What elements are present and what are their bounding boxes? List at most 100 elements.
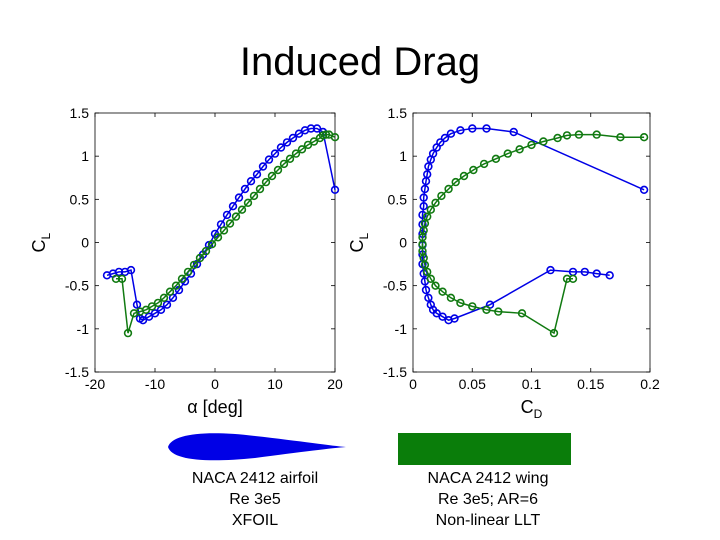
data-point-wing <box>568 274 578 283</box>
caption-wing-line1: NACA 2412 wing <box>427 470 549 487</box>
data-point-wing <box>503 149 512 158</box>
data-point-wing <box>219 226 229 235</box>
data-point-wing <box>444 184 453 194</box>
y-tick-label: 1.5 <box>70 105 90 121</box>
data-point-wing <box>255 184 265 194</box>
data-point-airfoil <box>156 305 166 314</box>
data-point-airfoil <box>114 267 124 277</box>
data-point-wing <box>231 212 241 221</box>
data-point-wing <box>431 281 440 290</box>
data-point-airfoil <box>138 316 148 325</box>
data-point-airfoil <box>162 300 172 309</box>
data-point-wing <box>592 130 601 139</box>
data-point-airfoil <box>282 138 292 147</box>
data-point-airfoil <box>270 149 280 158</box>
data-point-wing <box>456 298 465 308</box>
data-point-wing <box>423 267 432 277</box>
data-point-airfoil <box>509 127 518 137</box>
series-line-wing <box>116 133 336 334</box>
slide-title: Induced Drag <box>239 40 481 84</box>
data-point-wing <box>574 130 584 139</box>
airfoil-shape <box>168 433 346 461</box>
data-point-airfoil <box>546 265 555 275</box>
data-point-airfoil <box>240 184 250 194</box>
data-point-wing <box>285 154 295 164</box>
data-point-wing <box>562 274 572 283</box>
data-point-wing <box>153 298 163 308</box>
data-point-wing <box>111 274 121 283</box>
y-tick-label: -1.5 <box>65 364 89 380</box>
data-point-airfoil <box>258 162 268 171</box>
data-point-wing <box>549 328 559 338</box>
data-point-wing <box>297 145 307 154</box>
data-point-airfoil <box>132 300 142 309</box>
x-axis-label: CD <box>521 397 543 421</box>
data-point-airfoil <box>446 129 456 138</box>
caption-airfoil: NACA 2412 airfoil Re 3e5 XFOIL <box>155 468 355 531</box>
data-point-wing <box>273 165 283 175</box>
data-point-airfoil <box>639 185 649 195</box>
data-point-wing <box>494 307 503 316</box>
data-point-wing <box>159 293 169 302</box>
data-point-airfoil <box>252 170 262 179</box>
data-point-wing <box>438 287 447 296</box>
data-point-wing <box>141 305 151 314</box>
data-point-airfoil <box>482 124 491 133</box>
x-tick-label: 20 <box>327 376 343 392</box>
data-point-wing <box>207 240 217 249</box>
data-point-wing <box>165 287 175 296</box>
data-point-airfoil <box>423 170 432 179</box>
y-tick-label: -1 <box>395 321 408 337</box>
data-point-airfoil <box>420 184 430 194</box>
data-point-airfoil <box>424 162 433 171</box>
y-tick-label: -0.5 <box>383 278 407 294</box>
data-point-wing <box>426 274 435 283</box>
wing-planform <box>398 433 571 465</box>
data-point-wing <box>123 328 133 338</box>
data-point-airfoil <box>222 210 232 220</box>
data-point-airfoil <box>264 155 274 164</box>
data-point-wing <box>553 133 562 143</box>
y-tick-label: 0 <box>81 235 89 251</box>
x-tick-label: 0 <box>211 376 219 392</box>
y-tick-label: 1 <box>81 148 89 164</box>
data-point-airfoil <box>428 149 438 158</box>
data-point-airfoil <box>418 210 427 220</box>
x-tick-label: 0.2 <box>640 376 660 392</box>
x-tick-label: -20 <box>85 376 105 392</box>
data-point-wing <box>213 233 223 242</box>
data-point-wing <box>459 171 469 181</box>
data-point-wing <box>639 133 649 142</box>
data-point-airfoil <box>126 265 136 275</box>
data-point-wing <box>616 133 625 142</box>
data-point-wing <box>171 281 181 290</box>
data-point-airfoil <box>419 193 428 202</box>
data-point-airfoil <box>150 309 160 318</box>
x-tick-label: -10 <box>145 376 165 392</box>
y-tick-label: 0 <box>399 235 407 251</box>
data-point-wing <box>491 154 501 164</box>
data-point-wing <box>321 130 331 139</box>
data-point-wing <box>243 198 253 208</box>
x-tick-label: 0.05 <box>459 376 486 392</box>
data-point-wing <box>469 165 478 175</box>
data-point-airfoil <box>234 193 244 202</box>
x-axis-label: α [deg] <box>187 397 242 417</box>
data-point-airfoil <box>421 285 431 295</box>
data-point-wing <box>267 171 277 181</box>
data-point-wing <box>189 260 199 270</box>
data-point-airfoil <box>605 271 614 280</box>
data-point-wing <box>431 198 440 208</box>
data-point-airfoil <box>580 267 589 277</box>
caption-airfoil-line1: NACA 2412 airfoil <box>191 470 319 487</box>
data-point-airfoil <box>444 316 453 325</box>
data-point-wing <box>249 191 259 201</box>
series-line-airfoil <box>421 127 645 322</box>
data-point-airfoil <box>419 202 428 211</box>
data-point-wing <box>517 309 527 318</box>
data-point-wing <box>261 177 271 187</box>
chart-cl-vs-cd: 0 0.05 0.1 0.15 0.2 -1.5 -1 -0.5 0 0.5 1 1.5 CL CD <box>347 105 660 421</box>
data-point-airfoil <box>228 202 238 211</box>
caption-airfoil-line2: Re 3e5 <box>229 491 281 508</box>
